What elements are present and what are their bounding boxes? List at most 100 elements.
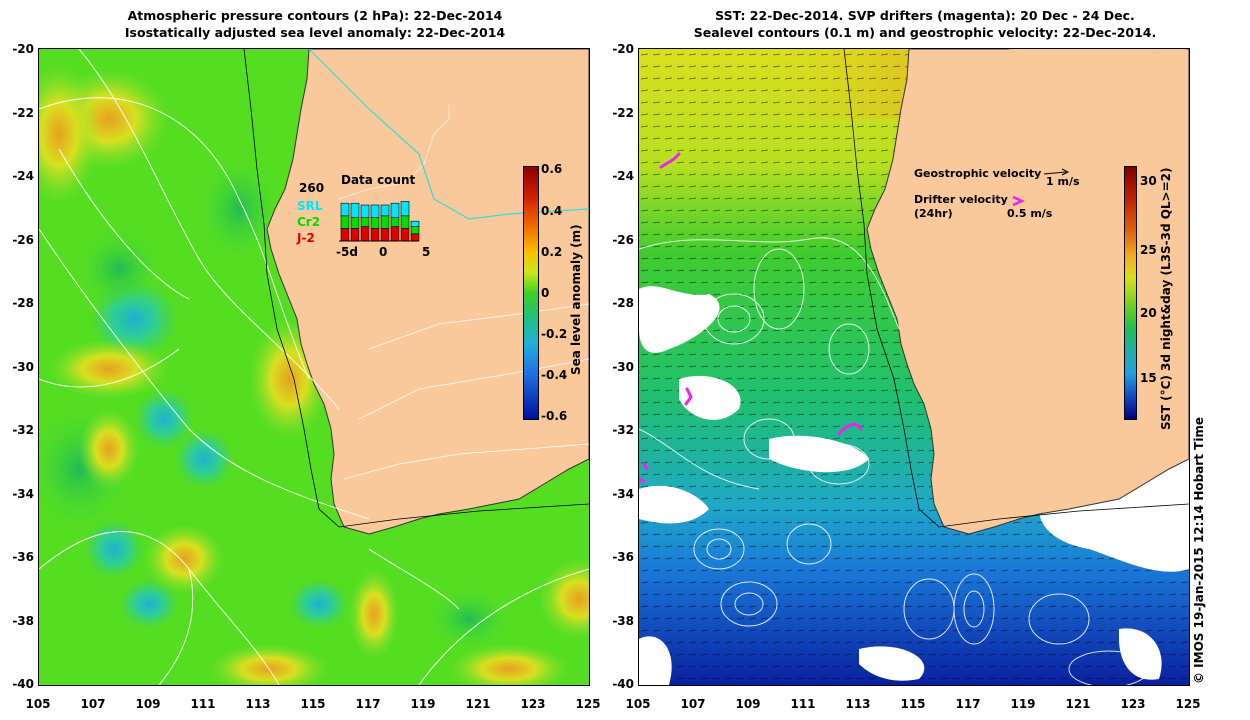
- geostrophic-scale-value: 1 m/s: [1046, 175, 1080, 188]
- inset-bar-segment: [390, 226, 400, 242]
- left-lat-label: -38: [12, 614, 34, 628]
- left-lat-label: -34: [12, 487, 34, 501]
- right-lon-label: 121: [1065, 697, 1091, 711]
- inset-bar-segment: [350, 228, 360, 242]
- sla-cbar-tick-4: -0.2: [541, 327, 568, 341]
- drifter-velocity-sub: (24hr): [914, 207, 953, 220]
- right-lat-label: -36: [612, 550, 634, 564]
- right-lat-label: -38: [612, 614, 634, 628]
- sla-map-panel: Data count 260 SRL Cr2 J-2 -5d 0 5: [38, 48, 590, 686]
- inset-bar-segment: [350, 217, 360, 229]
- inset-sat-cr2: Cr2: [297, 215, 321, 229]
- left-lon-label: 107: [80, 697, 106, 711]
- inset-max-count: 260: [299, 181, 325, 195]
- right-lat-label: -28: [612, 296, 634, 310]
- left-lon-label: 111: [190, 697, 216, 711]
- sst-colorbar: [1124, 166, 1137, 420]
- right-lon-label: 115: [900, 697, 926, 711]
- inset-bar-segment: [400, 215, 410, 229]
- right-lon-label: 113: [845, 697, 871, 711]
- sst-cbar-tick-15: 15: [1140, 371, 1157, 385]
- left-lon-label: 117: [355, 697, 381, 711]
- inset-bar-segment: [370, 204, 380, 218]
- geostrophic-velocity-label: Geostrophic velocity: [914, 167, 1042, 180]
- data-count-histogram: [339, 201, 420, 242]
- right-lat-label: -24: [612, 169, 634, 183]
- drifter-velocity-label: Drifter velocity: [914, 193, 1008, 206]
- left-title-line1: Atmospheric pressure contours (2 hPa): 2…: [127, 8, 503, 23]
- sla-map: [39, 49, 589, 685]
- inset-bars: [340, 201, 420, 242]
- inset-xtick-neg5: -5d: [336, 245, 358, 259]
- inset-bar-segment: [360, 204, 370, 218]
- left-lon-label: 123: [520, 697, 546, 711]
- left-lat-label: -20: [12, 42, 34, 56]
- right-lat-label: -34: [612, 487, 634, 501]
- inset-bar-segment: [400, 201, 410, 217]
- inset-bar-segment: [340, 215, 350, 229]
- inset-bar-segment: [340, 228, 350, 242]
- right-lat-label: -26: [612, 233, 634, 247]
- right-lon-label: 109: [735, 697, 761, 711]
- right-title-line2: Sealevel contours (0.1 m) and geostrophi…: [693, 25, 1157, 40]
- right-lat-label: -32: [612, 423, 634, 437]
- left-lon-label: 125: [575, 697, 601, 711]
- drifter-scale-arrow: [1012, 195, 1025, 207]
- left-lon-label: 121: [465, 697, 491, 711]
- inset-bar-segment: [360, 226, 370, 242]
- sst-colorbar-label: SST (°C) 3d night&day (L3S-3d QL>=2): [1159, 167, 1173, 431]
- right-lon-label: 119: [1010, 697, 1036, 711]
- inset-bar-segment: [340, 202, 350, 217]
- inset-bar-segment: [380, 215, 390, 229]
- right-lon-label: 117: [955, 697, 981, 711]
- right-lat-label: -22: [612, 106, 634, 120]
- geostrophic-scale-arrow: [1043, 168, 1070, 176]
- left-title-line2: Isostatically adjusted sea level anomaly…: [124, 25, 506, 40]
- right-lat-label: -30: [612, 360, 634, 374]
- right-lon-label: 107: [680, 697, 706, 711]
- left-lat-label: -28: [12, 296, 34, 310]
- inset-title: Data count: [341, 173, 416, 187]
- left-lon-label: 113: [245, 697, 271, 711]
- right-title-line1: SST: 22-Dec-2014. SVP drifters (magenta)…: [715, 8, 1135, 23]
- sst-cbar-tick-30: 30: [1140, 174, 1157, 188]
- inset-bar-segment: [410, 226, 420, 235]
- left-lon-label: 119: [410, 697, 436, 711]
- inset-bar-segment: [410, 233, 420, 242]
- sla-cbar-tick-5: -0.4: [541, 368, 568, 382]
- sla-cbar-tick-3: 0: [541, 286, 550, 300]
- drifter-scale-value: 0.5 m/s: [1007, 207, 1053, 220]
- inset-bar-segment: [400, 228, 410, 242]
- inset-bar-segment: [360, 217, 370, 227]
- inset-bar-segment: [370, 217, 380, 229]
- inset-sat-srl: SRL: [297, 199, 323, 213]
- sla-colorbar: [523, 166, 539, 420]
- right-lat-label: -20: [612, 42, 634, 56]
- sla-cbar-tick-6: -0.6: [541, 409, 568, 423]
- right-lon-label: 111: [790, 697, 816, 711]
- left-lat-label: -24: [12, 169, 34, 183]
- right-lat-label: -40: [612, 677, 634, 691]
- copyright-text: © IMOS 19-Jan-2015 12:14 Hobart Time: [1192, 416, 1206, 684]
- sla-cbar-tick-1: 0.4: [541, 204, 563, 218]
- inset-sat-j2: J-2: [297, 231, 315, 245]
- sla-cbar-tick-0: 0.6: [541, 162, 563, 176]
- left-lat-label: -36: [12, 550, 34, 564]
- left-lon-label: 109: [135, 697, 161, 711]
- sst-map-panel: Geostrophic velocity 1 m/s Drifter veloc…: [638, 48, 1190, 686]
- left-lat-label: -30: [12, 360, 34, 374]
- sst-cbar-tick-20: 20: [1140, 306, 1157, 320]
- sla-colorbar-label: Sea level anomaly (m): [569, 224, 583, 375]
- right-lon-label: 123: [1120, 697, 1146, 711]
- sst-cbar-tick-25: 25: [1140, 243, 1157, 257]
- inset-bar-segment: [380, 228, 390, 242]
- inset-bar-segment: [410, 220, 420, 227]
- left-lon-label: 105: [25, 697, 51, 711]
- inset-bar-segment: [370, 228, 380, 242]
- sla-cbar-tick-2: 0.2: [541, 245, 563, 259]
- sst-map: [639, 49, 1189, 685]
- right-lon-label: 105: [625, 697, 651, 711]
- right-lon-label: 125: [1175, 697, 1201, 711]
- left-lat-label: -40: [12, 677, 34, 691]
- inset-bar-segment: [350, 202, 360, 218]
